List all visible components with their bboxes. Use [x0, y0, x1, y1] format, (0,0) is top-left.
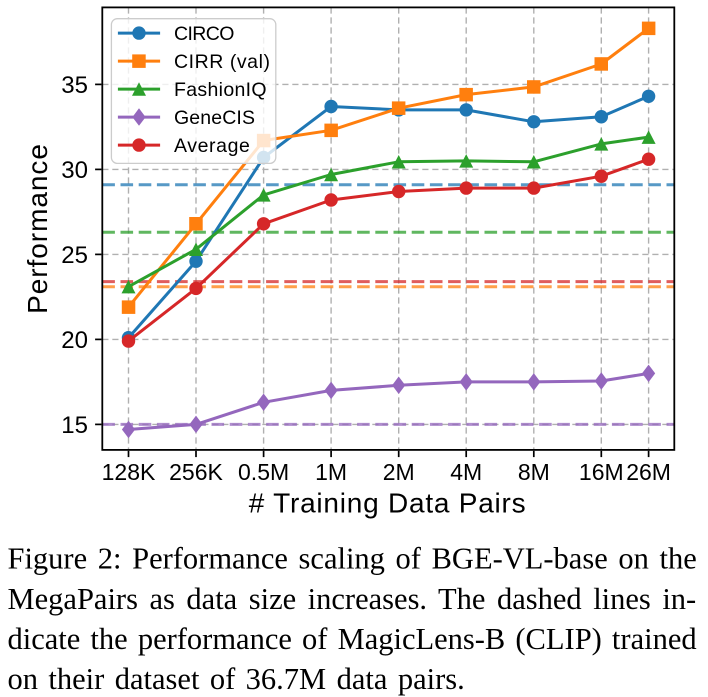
svg-text:# Training Data Pairs: # Training Data Pairs	[249, 488, 527, 519]
svg-text:MegaPairs as data size increas: MegaPairs as data size increases. The da…	[8, 582, 697, 616]
svg-text:Figure 2: Performance scaling: Figure 2: Performance scaling of BGE-VL-…	[8, 541, 697, 575]
svg-text:Performance: Performance	[22, 143, 53, 314]
svg-text:FashionIQ: FashionIQ	[174, 79, 267, 101]
svg-text:35: 35	[61, 72, 88, 99]
svg-text:20: 20	[61, 327, 88, 354]
svg-text:4M: 4M	[450, 459, 482, 485]
svg-text:on their dataset of 36.7M data: on their dataset of 36.7M data pairs.	[8, 662, 465, 696]
svg-text:1M: 1M	[315, 459, 347, 485]
svg-text:25: 25	[61, 242, 88, 269]
svg-text:GeneCIS: GeneCIS	[174, 107, 255, 129]
svg-text:dicate the performance of Magi: dicate the performance of MagicLens-B (C…	[8, 622, 697, 656]
svg-text:Average: Average	[174, 135, 250, 157]
svg-text:16M: 16M	[579, 459, 624, 485]
svg-text:26M: 26M	[626, 459, 671, 485]
svg-text:0.5M: 0.5M	[238, 459, 289, 485]
svg-text:8M: 8M	[518, 459, 550, 485]
svg-text:30: 30	[61, 157, 88, 184]
svg-text:15: 15	[61, 412, 88, 439]
svg-text:CIRCO: CIRCO	[174, 23, 234, 45]
svg-text:2M: 2M	[383, 459, 415, 485]
svg-text:256K: 256K	[169, 459, 223, 485]
svg-text:128K: 128K	[102, 459, 156, 485]
svg-text:CIRR (val): CIRR (val)	[174, 51, 271, 73]
